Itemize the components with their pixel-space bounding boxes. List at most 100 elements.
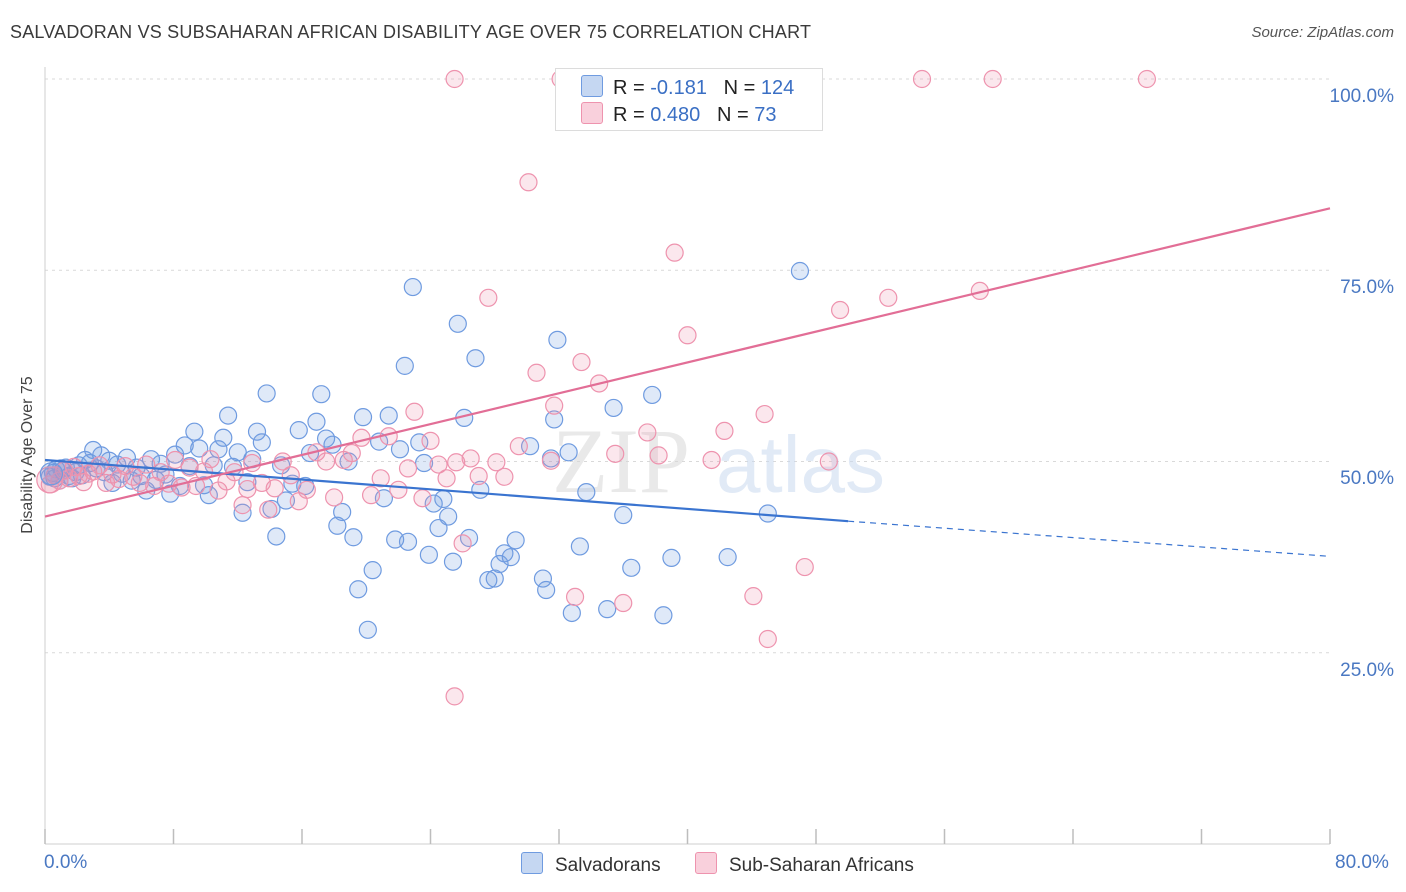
point-subsaharan: [830, 300, 850, 320]
point-subsaharan: [912, 69, 932, 89]
point-salvadorans: [344, 528, 363, 547]
point-subsaharan: [572, 352, 591, 372]
point-salvadorans: [398, 532, 418, 551]
y-tick-label-75: 75.0%: [1340, 277, 1394, 298]
point-subsaharan: [325, 488, 344, 507]
point-subsaharan: [461, 449, 480, 468]
point-subsaharan: [297, 480, 316, 499]
chart-title: SALVADORAN VS SUBSAHARAN AFRICAN DISABIL…: [10, 22, 812, 42]
point-subsaharan: [342, 443, 361, 463]
point-salvadorans: [533, 569, 553, 588]
point-subsaharan: [361, 486, 381, 505]
point-subsaharan: [983, 69, 1002, 89]
point-subsaharan: [819, 452, 838, 471]
legend-item-subsaharan: Sub-Saharan Africans: [695, 852, 914, 877]
point-salvadorans: [353, 408, 373, 427]
point-subsaharan: [265, 479, 284, 498]
point-subsaharan: [527, 363, 546, 382]
point-subsaharan: [744, 587, 763, 606]
gridlines: [45, 78, 1330, 654]
point-subsaharan: [702, 450, 721, 470]
point-salvadorans: [166, 445, 185, 464]
watermark-zip: ZIP: [552, 410, 690, 512]
source-credit: Source: ZipAtlas.com: [1251, 24, 1394, 41]
point-salvadorans: [414, 453, 434, 473]
y-tick-label-25: 25.0%: [1340, 660, 1394, 681]
point-subsaharan: [421, 431, 440, 450]
axes: [44, 67, 1331, 845]
point-subsaharan: [398, 459, 418, 478]
stats-legend: R = -0.181 N = 124 R = 0.480 N = 73: [555, 68, 823, 131]
point-salvadorans: [490, 554, 509, 574]
point-salvadorans: [238, 473, 257, 492]
r-value-subsaharan: 0.480: [650, 104, 701, 126]
point-subsaharan: [755, 404, 774, 424]
point-salvadorans: [622, 558, 641, 577]
point-subsaharan: [371, 469, 390, 488]
point-subsaharan: [259, 500, 278, 519]
x-tick-label-max: 80.0%: [1335, 852, 1389, 873]
point-subsaharan: [166, 450, 185, 470]
point-subsaharan: [405, 402, 424, 421]
point-subsaharan: [437, 469, 456, 488]
point-subsaharan: [638, 423, 657, 442]
point-salvadorans: [718, 548, 737, 567]
point-subsaharan: [201, 450, 220, 469]
point-salvadorans: [349, 580, 368, 599]
point-salvadorans: [257, 384, 276, 403]
point-salvadorans: [252, 433, 271, 452]
point-subsaharan: [487, 453, 506, 472]
point-salvadorans: [448, 314, 467, 333]
point-salvadorans: [307, 412, 326, 431]
point-subsaharan: [649, 446, 668, 465]
y-tick-label-100: 100.0%: [1329, 86, 1394, 107]
point-subsaharan: [316, 452, 336, 471]
r-value-salvadorans: -0.181: [650, 77, 707, 99]
point-subsaharan: [445, 687, 464, 706]
point-salvadorans: [228, 443, 247, 462]
point-salvadorans: [199, 486, 218, 505]
trend-line-subsaharan: [44, 207, 1331, 518]
point-salvadorans: [614, 505, 633, 525]
trend-line-salvadorans: [44, 458, 849, 523]
point-subsaharan: [281, 466, 300, 485]
point-salvadorans: [562, 603, 581, 623]
point-salvadorans: [485, 569, 504, 588]
point-salvadorans: [424, 494, 443, 513]
x-tick-label-min: 0.0%: [44, 852, 88, 873]
n-value-subsaharan: 73: [754, 104, 777, 126]
legend-swatch-salvadorans: [521, 852, 543, 874]
trend-lines: [44, 207, 1331, 557]
point-salvadorans: [570, 537, 589, 556]
point-salvadorans: [548, 330, 567, 349]
point-subsaharan: [715, 421, 734, 440]
point-salvadorans: [506, 531, 525, 550]
point-subsaharan: [453, 534, 472, 553]
point-subsaharan: [879, 288, 898, 307]
point-subsaharan: [545, 396, 564, 415]
point-salvadorans: [559, 443, 578, 462]
point-subsaharan-cluster: [36, 466, 64, 494]
point-salvadorans: [434, 489, 453, 509]
point-salvadorans: [333, 502, 352, 522]
point-salvadorans: [654, 606, 673, 625]
point-salvadorans-cluster: [39, 462, 64, 486]
point-salvadorans: [598, 600, 617, 619]
point-subsaharan: [606, 444, 625, 463]
point-salvadorans: [312, 385, 331, 404]
point-subsaharan: [565, 587, 585, 607]
point-salvadorans: [379, 406, 398, 425]
trend-line-salvadorans-projection: [848, 520, 1331, 557]
point-salvadorans: [443, 552, 463, 571]
point-subsaharan: [541, 451, 561, 470]
data-points: [36, 69, 1156, 706]
point-salvadorans: [537, 580, 556, 600]
point-subsaharan: [445, 69, 464, 89]
point-salvadorans: [190, 439, 209, 458]
point-subsaharan: [665, 243, 684, 262]
point-subsaharan: [447, 453, 466, 472]
swatch-subsaharan: [581, 102, 603, 124]
legend-swatch-subsaharan: [695, 852, 717, 874]
point-subsaharan: [429, 455, 448, 474]
